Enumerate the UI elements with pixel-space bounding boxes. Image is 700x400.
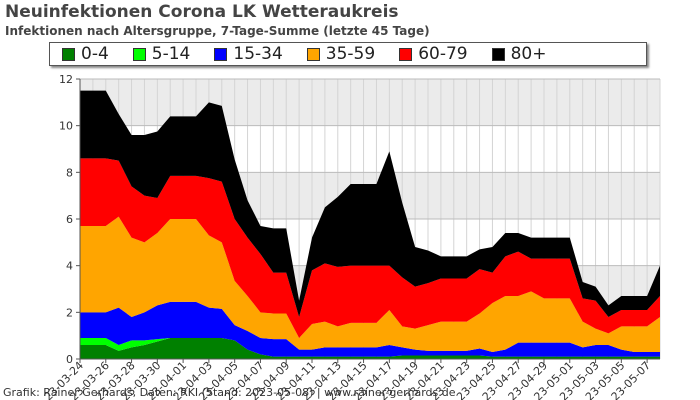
area-series-80plus <box>80 90 660 317</box>
y-tick-label: 2 <box>66 306 73 319</box>
legend-item-5-14: 5-14 <box>132 44 191 64</box>
legend-label-15-34: 15-34 <box>233 44 283 64</box>
plot-band <box>80 79 660 126</box>
legend-swatch-35-59 <box>306 47 320 61</box>
area-series-35-59 <box>80 216 660 352</box>
legend-label-80plus: 80+ <box>510 44 547 64</box>
y-tick-label: 12 <box>59 73 73 86</box>
y-tick-label: 10 <box>59 120 73 133</box>
legend-label-0-4: 0-4 <box>81 44 109 64</box>
legend-label-5-14: 5-14 <box>151 44 191 64</box>
legend-swatch-15-34 <box>214 47 228 61</box>
area-series-15-34 <box>80 301 660 357</box>
y-tick-label: 6 <box>66 213 73 226</box>
legend-item-15-34: 15-34 <box>214 44 283 64</box>
legend-label-60-79: 60-79 <box>418 44 468 64</box>
area-series-0-4 <box>80 338 660 359</box>
chart-subtitle: Infektionen nach Altersgruppe, 7-Tage-Su… <box>5 24 430 38</box>
legend-swatch-80plus <box>491 47 505 61</box>
legend-item-80plus: 80+ <box>491 44 547 64</box>
source-credit: Grafik: Rainer Gerhards, Daten: RKI (Sta… <box>3 386 456 399</box>
y-tick-label: 8 <box>66 166 73 179</box>
legend-item-35-59: 35-59 <box>306 44 376 64</box>
y-tick-label: 0 <box>66 353 73 366</box>
chart-title: Neuinfektionen Corona LK Wetteraukreis <box>5 2 399 22</box>
y-tick-label: 4 <box>66 260 73 273</box>
chart-legend: 0-4 5-14 15-34 35-59 60-79 80+ <box>49 42 647 66</box>
legend-swatch-0-4 <box>62 47 75 61</box>
legend-item-0-4: 0-4 <box>62 44 109 64</box>
legend-item-60-79: 60-79 <box>399 44 468 64</box>
legend-label-35-59: 35-59 <box>325 44 376 64</box>
legend-swatch-5-14 <box>132 47 146 61</box>
area-series-60-79 <box>80 158 660 338</box>
legend-swatch-60-79 <box>399 47 413 61</box>
